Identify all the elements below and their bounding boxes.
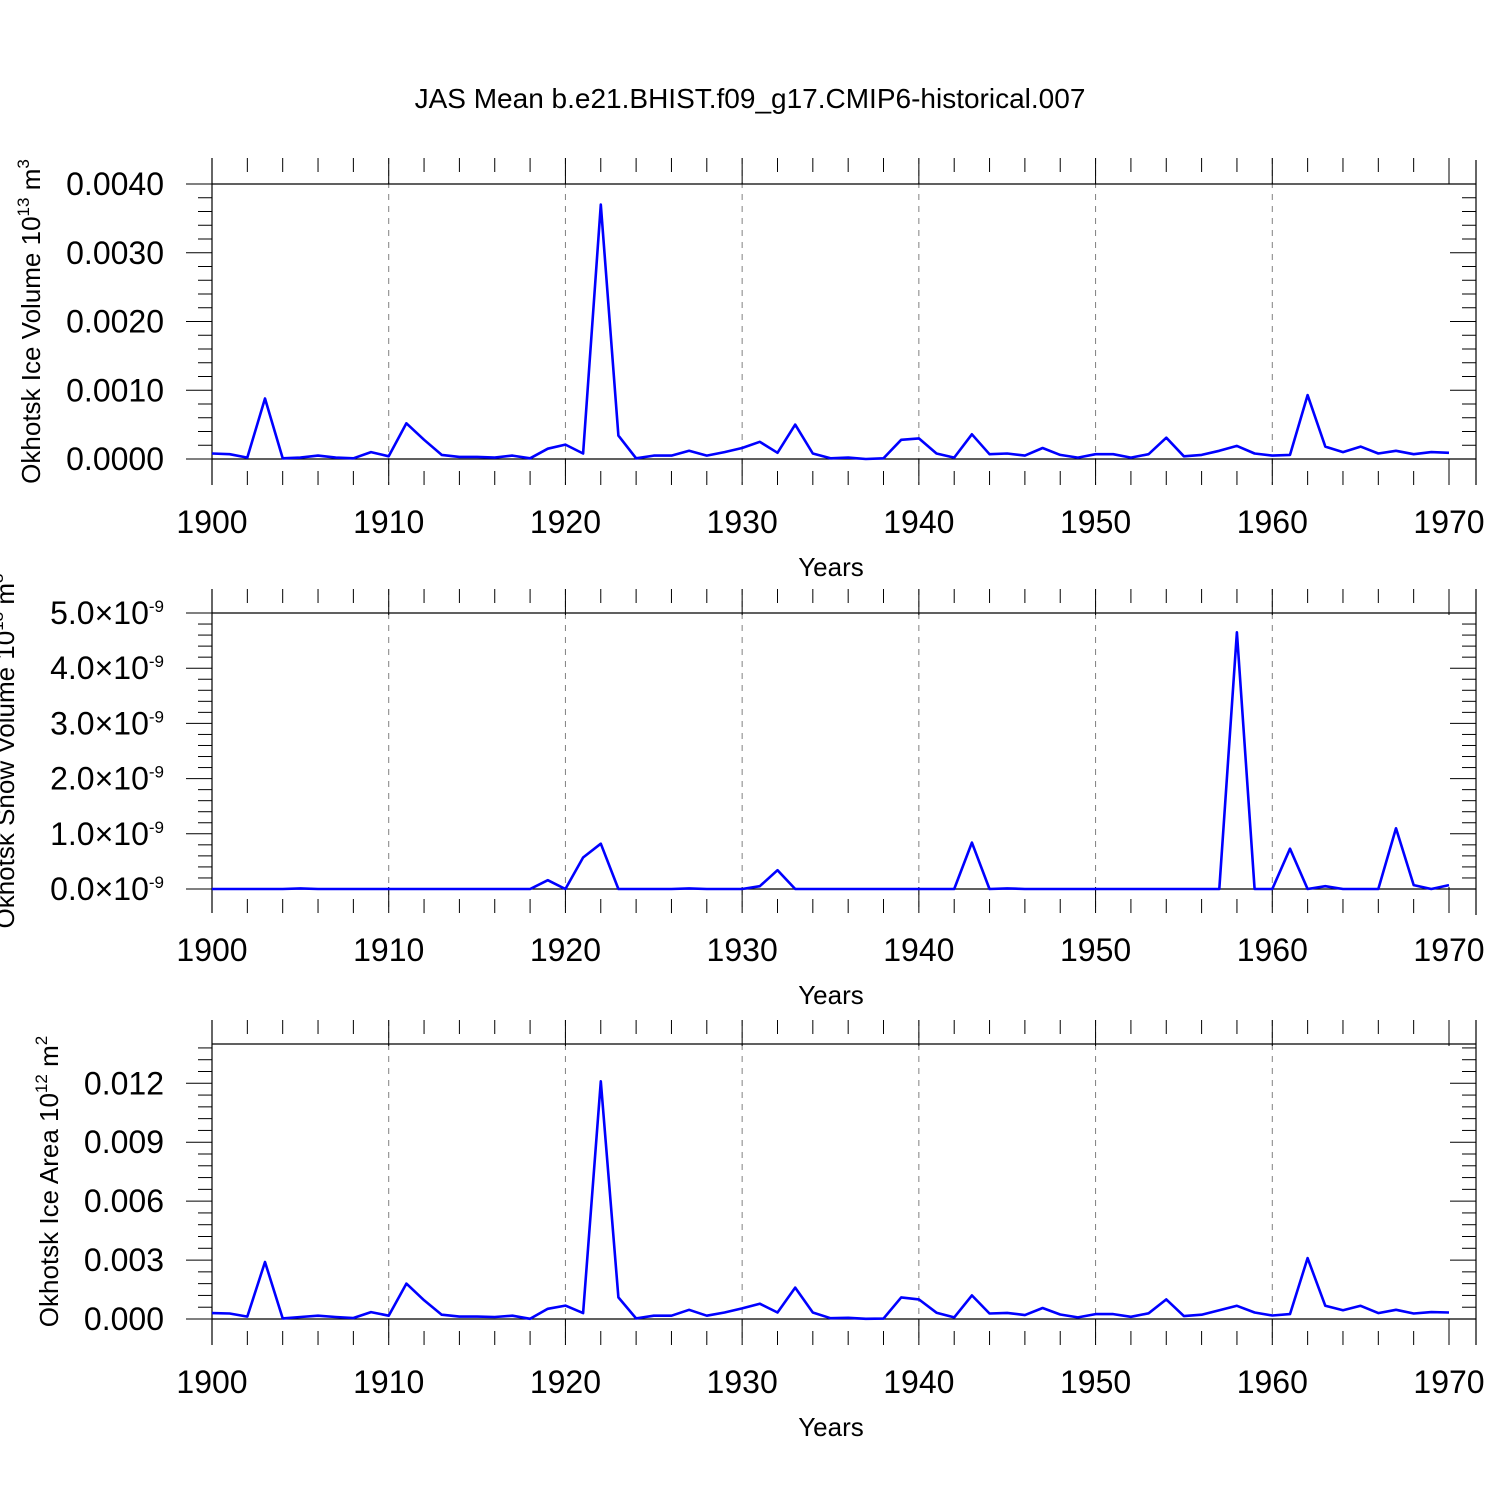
x-tick-label: 1910	[353, 1364, 424, 1400]
y-axis-label: Okhotsk Ice Volume 1013 m3	[14, 159, 46, 484]
x-tick-label: 1900	[176, 932, 247, 968]
y-axis-label: Okhotsk Snow Volume 1013 m3	[0, 574, 20, 929]
y-tick-label: 3.0×10-9	[50, 705, 164, 741]
x-tick-label: 1960	[1237, 1364, 1308, 1400]
panel-3: 1900 1910 1920 1930 1940 1950 1960 1970 Years 0.0…	[32, 1020, 1485, 1442]
x-axis-label: Years	[798, 980, 864, 1010]
y-axis-label-exponent: 13	[0, 612, 7, 631]
y-tick-label: 2.0×10-9	[50, 761, 164, 797]
y-tick-exponent: -9	[149, 818, 164, 837]
x-tick-label: 1960	[1237, 504, 1308, 540]
y-tick-label: 0.0020	[66, 304, 164, 340]
x-tick-label: 1920	[530, 504, 601, 540]
y-tick-exponent: -9	[149, 597, 164, 616]
panel-2: 1900 1910 1920 1930 1940 1950 1960 1970 Years 0.0…	[0, 574, 1485, 1011]
y-axis-label-text: m	[16, 169, 46, 198]
y-axis-label-exponent: 12	[32, 1074, 51, 1093]
y-tick-label: 0.0×10-9	[50, 871, 164, 907]
x-tick-label: 1920	[530, 1364, 601, 1400]
panel-1: 1900 1910 1920 1930 1940 1950 1960 1970 Years 0.0…	[14, 158, 1485, 582]
y-tick-label: 4.0×10-9	[50, 650, 164, 686]
x-tick-label: 1970	[1413, 932, 1484, 968]
x-tick-label: 1950	[1060, 1364, 1131, 1400]
y-axis-label: Okhotsk Ice Area 1012 m2	[32, 1036, 64, 1327]
x-tick-label: 1910	[353, 932, 424, 968]
y-tick-label: 1.0×10-9	[50, 816, 164, 852]
x-tick-label: 1930	[707, 932, 778, 968]
y-tick-exponent: -9	[149, 873, 164, 892]
y-axis-label-text: Okhotsk Ice Area 10	[34, 1093, 64, 1327]
x-tick-label: 1900	[176, 1364, 247, 1400]
y-axis-label-exponent: 3	[0, 574, 7, 583]
y-tick-label: 5.0×10-9	[50, 595, 164, 631]
y-tick-label: 0.006	[84, 1183, 164, 1219]
y-axis-label-text: m	[34, 1045, 64, 1074]
y-axis-label-exponent: 2	[32, 1036, 51, 1045]
x-tick-label: 1970	[1413, 1364, 1484, 1400]
x-tick-label: 1930	[707, 504, 778, 540]
y-axis-label-text: m	[0, 583, 20, 612]
y-tick-exponent: -9	[149, 763, 164, 782]
y-tick-exponent: -9	[149, 707, 164, 726]
y-tick-label: 0.000	[84, 1301, 164, 1337]
y-tick-label: 0.012	[84, 1065, 164, 1101]
x-tick-label: 1960	[1237, 932, 1308, 968]
x-tick-label: 1910	[353, 504, 424, 540]
x-tick-label: 1930	[707, 1364, 778, 1400]
y-tick-label: 0.0030	[66, 235, 164, 271]
y-tick-label: 0.0010	[66, 372, 164, 408]
x-tick-label: 1940	[883, 1364, 954, 1400]
series-line	[212, 630, 1450, 891]
x-tick-label: 1900	[176, 504, 247, 540]
y-tick-label: 0.0040	[66, 166, 164, 202]
series-line	[211, 1080, 1450, 1321]
x-tick-label: 1970	[1413, 504, 1484, 540]
x-tick-label: 1950	[1060, 932, 1131, 968]
x-axis-label: Years	[798, 552, 864, 582]
y-axis-label-text: Okhotsk Ice Volume 10	[16, 216, 46, 483]
series-line	[211, 203, 1450, 461]
x-tick-label: 1920	[530, 932, 601, 968]
y-axis-label-exponent: 3	[14, 159, 33, 168]
y-tick-label: 0.0000	[66, 441, 164, 477]
x-tick-label: 1940	[883, 932, 954, 968]
chart-panels: 1900 1910 1920 1930 1940 1950 1960 1970 Years 0.0…	[0, 158, 1485, 1442]
y-axis-label-text: Okhotsk Snow Volume 10	[0, 631, 20, 929]
y-tick-exponent: -9	[149, 652, 164, 671]
y-tick-label: 0.003	[84, 1242, 164, 1278]
x-axis-label: Years	[798, 1412, 864, 1442]
y-axis-label-exponent: 13	[14, 198, 33, 217]
y-tick-label: 0.009	[84, 1124, 164, 1160]
x-tick-label: 1940	[883, 504, 954, 540]
chart-title: JAS Mean b.e21.BHIST.f09_g17.CMIP6-histo…	[415, 83, 1086, 114]
x-tick-label: 1950	[1060, 504, 1131, 540]
